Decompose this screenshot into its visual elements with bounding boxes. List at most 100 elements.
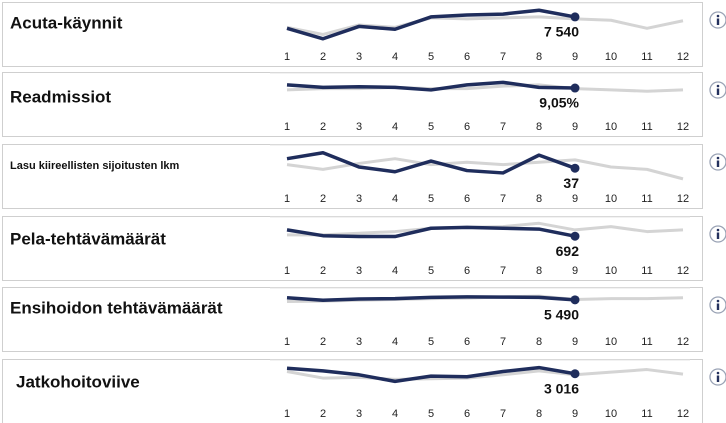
x-tick-label: 3 bbox=[356, 121, 362, 133]
x-tick-label: 3 bbox=[356, 336, 362, 348]
x-tick-label: 8 bbox=[536, 121, 542, 133]
x-tick-label: 7 bbox=[500, 193, 506, 205]
x-tick-label: 7 bbox=[500, 408, 506, 420]
x-tick-label: 3 bbox=[356, 265, 362, 277]
x-tick-label: 2 bbox=[320, 336, 326, 348]
current-year-line bbox=[286, 365, 576, 384]
current-year-line bbox=[286, 8, 576, 41]
x-tick-label: 8 bbox=[536, 51, 542, 63]
last-point bbox=[570, 12, 580, 22]
card-frame bbox=[2, 144, 703, 209]
x-tick-label: 10 bbox=[605, 121, 617, 133]
x-tick-label: 11 bbox=[641, 265, 652, 277]
x-tick-label: 5 bbox=[428, 51, 434, 63]
previous-year-line bbox=[286, 15, 684, 36]
value-label: 5 490 bbox=[544, 307, 579, 323]
x-tick-label: 6 bbox=[464, 121, 470, 133]
card-title: Jatkohoitoviive bbox=[16, 372, 140, 391]
x-tick-label: 10 bbox=[605, 51, 617, 63]
info-icon bbox=[709, 296, 726, 314]
x-tick-label: 11 bbox=[641, 408, 652, 420]
last-point bbox=[570, 231, 580, 241]
x-tick-label: 8 bbox=[536, 193, 542, 205]
info-icon bbox=[709, 153, 726, 171]
x-tick-label: 9 bbox=[572, 336, 578, 348]
x-tick-label: 10 bbox=[605, 408, 617, 420]
x-tick-label: 12 bbox=[677, 193, 689, 205]
info-dot bbox=[716, 371, 720, 375]
x-tick-label: 8 bbox=[536, 265, 542, 277]
card-frame bbox=[2, 2, 703, 67]
current-year-line bbox=[286, 151, 576, 175]
x-tick-label: 3 bbox=[356, 51, 362, 63]
x-tick-label: 6 bbox=[464, 265, 470, 277]
last-point bbox=[570, 163, 580, 173]
x-tick-label: 7 bbox=[500, 51, 506, 63]
last-point bbox=[570, 369, 580, 379]
x-tick-label: 10 bbox=[605, 265, 617, 277]
previous-year-line bbox=[286, 368, 684, 381]
x-tick-label: 11 bbox=[641, 121, 652, 133]
value-label: 9,05% bbox=[539, 95, 579, 111]
info-icon bbox=[709, 368, 726, 386]
card-frame bbox=[2, 216, 703, 281]
info-stem bbox=[716, 160, 720, 167]
info-dot bbox=[716, 299, 720, 303]
x-tick-label: 12 bbox=[677, 121, 689, 133]
x-tick-label: 2 bbox=[320, 51, 326, 63]
value-label: 692 bbox=[556, 243, 580, 259]
x-tick-label: 10 bbox=[605, 336, 617, 348]
x-tick-label: 4 bbox=[392, 51, 398, 63]
x-tick-label: 2 bbox=[320, 265, 326, 277]
info-stem bbox=[716, 88, 720, 95]
x-tick-label: 1 bbox=[284, 336, 290, 348]
x-tick-label: 7 bbox=[500, 336, 506, 348]
value-label: 3 016 bbox=[544, 380, 579, 396]
card-title: Acuta-käynnit bbox=[10, 13, 123, 32]
x-tick-label: 10 bbox=[605, 193, 617, 205]
x-tick-label: 6 bbox=[464, 193, 470, 205]
info-dot bbox=[716, 14, 720, 18]
info-stem bbox=[716, 18, 720, 25]
previous-year-line bbox=[286, 83, 684, 93]
x-tick-label: 9 bbox=[572, 193, 578, 205]
last-point bbox=[570, 295, 580, 305]
x-tick-label: 5 bbox=[428, 336, 434, 348]
x-tick-label: 2 bbox=[320, 408, 326, 420]
x-tick-label: 4 bbox=[392, 121, 398, 133]
current-year-line bbox=[286, 225, 576, 239]
info-dot bbox=[716, 84, 720, 88]
card-frame bbox=[2, 287, 703, 352]
current-year-line bbox=[286, 80, 576, 92]
x-tick-label: 5 bbox=[428, 265, 434, 277]
card-title: Ensihoidon tehtävämäärät bbox=[10, 298, 223, 317]
x-tick-label: 5 bbox=[428, 408, 434, 420]
x-tick-label: 7 bbox=[500, 265, 506, 277]
info-icon bbox=[709, 11, 726, 29]
info-stem bbox=[716, 375, 720, 382]
x-tick-label: 11 bbox=[641, 193, 652, 205]
x-tick-label: 4 bbox=[392, 265, 398, 277]
info-icon bbox=[709, 225, 726, 243]
x-tick-label: 1 bbox=[284, 121, 290, 133]
x-tick-label: 2 bbox=[320, 193, 326, 205]
x-tick-label: 7 bbox=[500, 121, 506, 133]
x-tick-label: 1 bbox=[284, 408, 290, 420]
x-tick-label: 3 bbox=[356, 408, 362, 420]
info-dot bbox=[716, 156, 720, 160]
info-icon bbox=[709, 81, 726, 99]
x-tick-label: 12 bbox=[677, 336, 689, 348]
x-tick-label: 11 bbox=[641, 336, 652, 348]
x-tick-label: 11 bbox=[641, 51, 652, 63]
x-tick-label: 4 bbox=[392, 193, 398, 205]
x-tick-label: 12 bbox=[677, 265, 689, 277]
card-title: Pela-tehtävämäärät bbox=[10, 229, 166, 248]
info-dot bbox=[716, 228, 720, 232]
x-tick-label: 9 bbox=[572, 408, 578, 420]
x-tick-label: 8 bbox=[536, 408, 542, 420]
